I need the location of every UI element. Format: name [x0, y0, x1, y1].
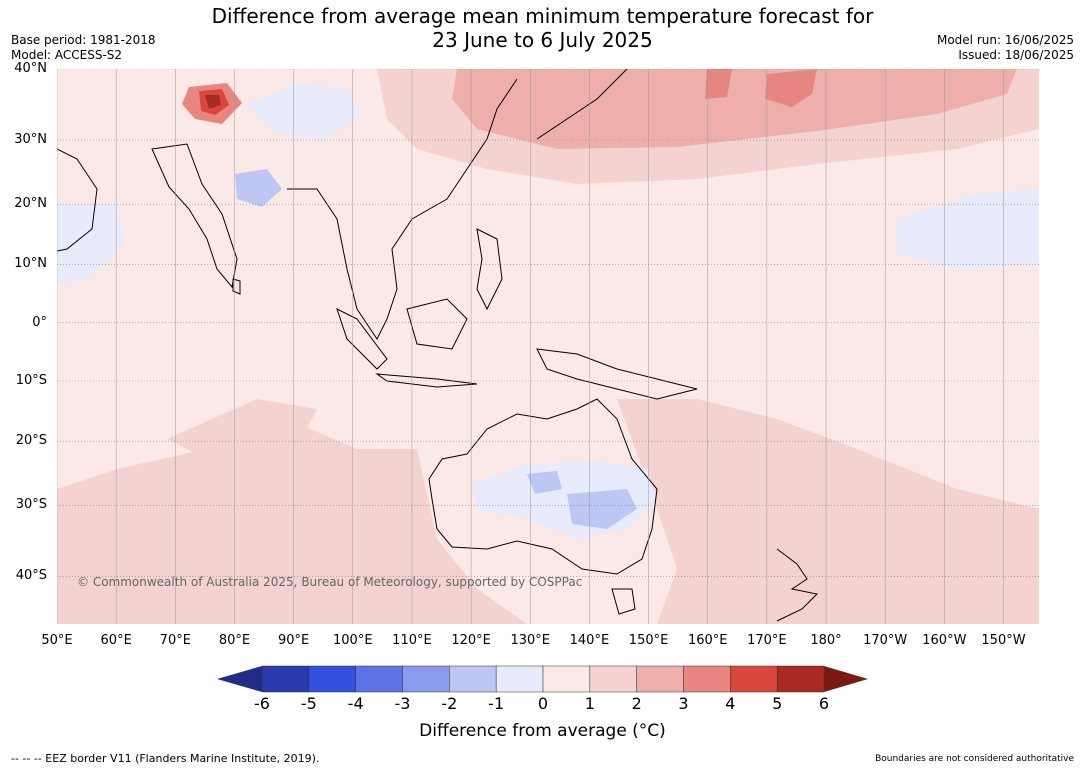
- colorbar-over-arrow: [824, 666, 868, 692]
- colorbar-tick-label: -5: [300, 694, 317, 713]
- colorbar-tick-label: 6: [818, 694, 830, 713]
- coast-new-zealand: [776, 548, 819, 622]
- warm-core-japan: [705, 69, 732, 99]
- colorbar-cell: [683, 665, 731, 693]
- lon-tick-label: 90°E: [277, 633, 310, 648]
- colorbar-tick-label: -2: [441, 694, 458, 713]
- colorbar-cell: [449, 665, 497, 693]
- lon-tick-label: 80°E: [218, 633, 251, 648]
- lon-tick-label: 170°E: [747, 633, 787, 648]
- colorbar-cell: [589, 665, 637, 693]
- model-name: Model: ACCESS-S2: [11, 48, 123, 62]
- colorbar-cell: [776, 665, 825, 693]
- lon-tick-label: 170°W: [863, 633, 908, 648]
- lon-tick-label: 150°W: [981, 633, 1026, 648]
- colorbar-tick-label: -4: [347, 694, 364, 713]
- lat-tick-label: 20°N: [14, 196, 47, 212]
- lon-tick-label: 160°E: [687, 633, 728, 648]
- colorbar-tick-label: -1: [488, 694, 505, 713]
- lon-tick-label: 140°E: [569, 633, 610, 648]
- lat-tick-label: 40°S: [15, 568, 47, 584]
- lat-tick-label: 10°N: [14, 256, 47, 272]
- cool-australia-core-2: [567, 489, 637, 529]
- graticule: [57, 69, 1039, 624]
- colorbar-tick-label: 0: [537, 694, 549, 713]
- lat-tick-label: 40°N: [14, 61, 47, 76]
- lon-tick-label: 110°E: [392, 633, 432, 648]
- coast-borneo: [406, 298, 468, 350]
- warm-band-nw-pacific-strong: [452, 69, 1017, 149]
- lon-tick-label: 70°E: [159, 633, 191, 648]
- colorbar-cell: [730, 665, 778, 693]
- colorbar-cell: [636, 665, 684, 693]
- lat-tick-label: 10°S: [15, 372, 47, 388]
- coast-australia: [428, 398, 658, 575]
- title-line-1: Difference from average mean minimum tem…: [211, 4, 874, 28]
- colorbar-cell: [495, 665, 544, 693]
- lat-tick-label: 30°N: [14, 132, 47, 148]
- warm-s-indian-ocean: [57, 409, 527, 624]
- meta-left: Base period: 1981-2018 Model: ACCESS-S2: [11, 33, 156, 63]
- lat-tick-label: 0°: [32, 314, 47, 330]
- colorbar-cell: [542, 665, 591, 693]
- colorbar-cell: [402, 665, 450, 693]
- colorbar-tick-label: 4: [725, 694, 736, 713]
- coast-philippines: [476, 228, 503, 311]
- model-run: Model run: 16/06/2025: [936, 33, 1074, 47]
- coast-japan: [536, 69, 628, 140]
- coast-java: [375, 373, 478, 388]
- coast-sumatra: [336, 308, 388, 370]
- warm-s-indian-ocean-2: [167, 399, 317, 469]
- base-period: Base period: 1981-2018: [11, 33, 156, 47]
- lon-tick-label: 160°W: [922, 633, 967, 648]
- lat-tick-label: 30°S: [15, 497, 47, 513]
- colorbar-cell: [355, 665, 403, 693]
- coast-tasmania: [611, 588, 636, 615]
- coast-se-asia: [287, 78, 518, 340]
- title-line-2: 23 June to 6 July 2025: [432, 28, 653, 52]
- cool-arabian: [57, 204, 125, 284]
- map-frame: [57, 69, 1039, 624]
- colorbar-tick-label: 3: [678, 694, 689, 713]
- issued-date: Issued: 18/06/2025: [958, 48, 1074, 62]
- coast-papua: [536, 348, 698, 400]
- lon-tick-label: 120°E: [451, 633, 491, 648]
- cool-australia-core: [527, 471, 562, 494]
- lon-tick-label: 100°E: [333, 633, 373, 648]
- lat-tick-label: 20°S: [15, 433, 47, 449]
- cool-tibet: [247, 84, 362, 139]
- lon-tick-label: 150°E: [628, 633, 669, 648]
- colorbar-label: Difference from average (°C): [419, 721, 666, 741]
- warm-core-pacific: [765, 69, 817, 107]
- coast-india: [151, 143, 238, 289]
- cool-india: [235, 169, 282, 207]
- map-canvas: [57, 69, 1039, 624]
- copyright-notice: © Commonwealth of Australia 2025, Bureau…: [77, 575, 583, 589]
- coastlines: [57, 69, 819, 622]
- colorbar-under-arrow: [217, 666, 262, 692]
- map-title: Difference from average mean minimum tem…: [0, 4, 1085, 52]
- colorbar-tick-label: 5: [772, 694, 783, 713]
- lon-tick-label: 50°E: [41, 633, 73, 648]
- lon-tick-label: 180°: [810, 633, 842, 648]
- lon-tick-label: 60°E: [100, 633, 132, 648]
- meta-right: Model run: 16/06/2025 Issued: 18/06/2025: [937, 33, 1074, 63]
- warm-himalaya-peak: [205, 95, 221, 109]
- colorbar-cell: [308, 665, 356, 693]
- colorbar-cells: [217, 665, 868, 693]
- colorbar-tick-label: 2: [631, 694, 642, 713]
- footer-boundaries-note: Boundaries are not considered authoritat…: [875, 754, 1074, 764]
- coast-sri-lanka: [232, 278, 241, 295]
- colorbar-tick-label: -3: [394, 694, 411, 713]
- colorbar-tick-label: 1: [584, 694, 595, 713]
- cool-central-pacific: [897, 189, 1039, 269]
- lon-tick-label: 130°E: [510, 633, 551, 648]
- colorbar-tick-label: -6: [254, 694, 270, 713]
- colorbar-cell: [261, 665, 310, 693]
- coast-arabia: [57, 148, 98, 252]
- warm-sw-pacific: [617, 399, 1039, 624]
- footer-eez-note: -- -- -- EEZ border V11 (Flanders Marine…: [11, 752, 320, 765]
